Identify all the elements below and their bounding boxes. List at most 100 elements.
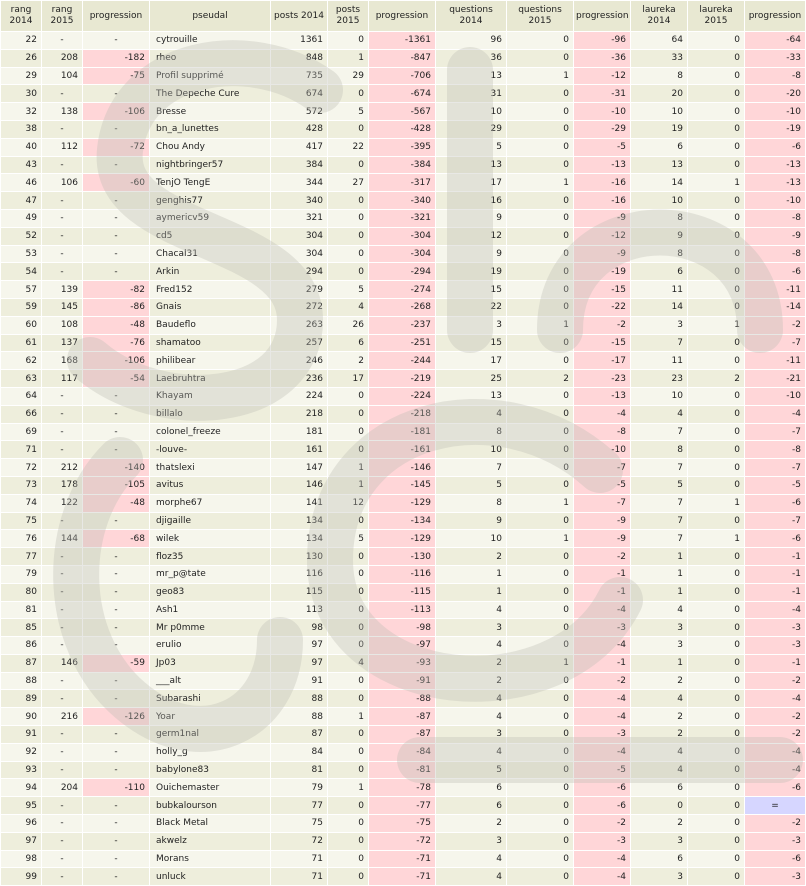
cell-laureka-2015: 0 <box>688 85 744 103</box>
cell-questions-progression: -12 <box>574 67 630 85</box>
cell-rang-progression: - <box>83 120 149 138</box>
cell-laureka-progression: -2 <box>745 672 805 690</box>
cell-questions-2014: 8 <box>436 494 506 512</box>
cell-rang-2015: 216 <box>42 708 82 726</box>
cell-rang-progression: - <box>83 245 149 263</box>
cell-questions-2014: 2 <box>436 672 506 690</box>
cell-pseudal: Black Metal <box>150 815 270 832</box>
cell-posts-2014: 263 <box>271 316 327 334</box>
cell-laureka-2014: 7 <box>631 530 687 548</box>
cell-questions-2015: 0 <box>507 476 573 494</box>
cell-rang-progression: - <box>83 512 149 530</box>
cell-questions-2015: 0 <box>507 423 573 441</box>
cell-questions-2015: 0 <box>507 120 573 138</box>
cell-laureka-2015: 0 <box>688 263 744 281</box>
cell-posts-2014: 161 <box>271 441 327 459</box>
cell-rang-2014: 26 <box>1 49 41 67</box>
cell-posts-2015: 4 <box>328 654 368 672</box>
cell-laureka-2014: 1 <box>631 548 687 565</box>
table-row: 49- - aymericv59 321 0 -321 9 0 -9 8 0 -8 <box>1 209 805 227</box>
cell-posts-progression: -237 <box>369 316 435 334</box>
cell-pseudal: Bresse <box>150 103 270 120</box>
cell-rang-2014: 60 <box>1 316 41 334</box>
cell-rang-2014: 95 <box>1 797 41 815</box>
cell-rang-2015: - <box>42 797 82 815</box>
cell-rang-progression: - <box>83 263 149 281</box>
cell-laureka-2014: 4 <box>631 601 687 619</box>
cell-posts-2015: 0 <box>328 263 368 281</box>
cell-laureka-progression: -2 <box>745 726 805 743</box>
cell-posts-progression: -244 <box>369 352 435 370</box>
cell-rang-2015: 108 <box>42 316 82 334</box>
cell-questions-2015: 0 <box>507 601 573 619</box>
cell-rang-2015: - <box>42 441 82 459</box>
col-questions-2014: questions 2014 <box>436 1 506 31</box>
cell-rang-2015: - <box>42 690 82 708</box>
cell-posts-2015: 0 <box>328 548 368 565</box>
table-row: 88- - ___alt 91 0 -91 2 0 -2 2 0 -2 <box>1 672 805 690</box>
cell-laureka-progression: -8 <box>745 245 805 263</box>
cell-laureka-progression: -14 <box>745 298 805 316</box>
cell-rang-progression: -82 <box>83 281 149 298</box>
cell-questions-progression: -4 <box>574 868 630 886</box>
cell-posts-2014: 304 <box>271 227 327 245</box>
cell-rang-2015: - <box>42 32 82 49</box>
cell-posts-2015: 0 <box>328 726 368 743</box>
cell-laureka-progression: -7 <box>745 423 805 441</box>
cell-laureka-progression: -13 <box>745 156 805 174</box>
cell-laureka-2014: 11 <box>631 281 687 298</box>
cell-rang-progression: -60 <box>83 174 149 192</box>
cell-questions-2015: 0 <box>507 387 573 405</box>
cell-posts-2015: 2 <box>328 352 368 370</box>
cell-pseudal: Fred152 <box>150 281 270 298</box>
cell-questions-2015: 1 <box>507 174 573 192</box>
cell-rang-2015: - <box>42 209 82 227</box>
cell-laureka-2015: 0 <box>688 334 744 352</box>
cell-pseudal: Yoar <box>150 708 270 726</box>
cell-posts-2015: 0 <box>328 619 368 637</box>
cell-posts-progression: -218 <box>369 405 435 423</box>
cell-rang-progression: - <box>83 548 149 565</box>
cell-posts-progression: -113 <box>369 601 435 619</box>
cell-questions-progression: -2 <box>574 548 630 565</box>
cell-laureka-2015: 0 <box>688 209 744 227</box>
cell-rang-2014: 47 <box>1 192 41 209</box>
cell-posts-progression: -88 <box>369 690 435 708</box>
cell-rang-2014: 73 <box>1 476 41 494</box>
table-row: 93- - babylone83 81 0 -81 5 0 -5 4 0 -4 <box>1 761 805 779</box>
cell-laureka-2015: 0 <box>688 708 744 726</box>
cell-posts-progression: -219 <box>369 370 435 387</box>
cell-rang-progression: - <box>83 850 149 868</box>
cell-rang-2014: 90 <box>1 708 41 726</box>
cell-rang-2015: - <box>42 743 82 761</box>
cell-rang-2015: - <box>42 423 82 441</box>
cell-rang-2014: 93 <box>1 761 41 779</box>
cell-questions-progression: -96 <box>574 32 630 49</box>
table-row: 46 106 -60 TenjO TengE 344 27 -317 17 1 -16 14 1 -13 <box>1 174 805 192</box>
cell-questions-2014: 4 <box>436 690 506 708</box>
cell-posts-2015: 0 <box>328 868 368 886</box>
cell-posts-2014: 735 <box>271 67 327 85</box>
cell-posts-2014: 113 <box>271 601 327 619</box>
cell-posts-progression: -72 <box>369 832 435 850</box>
cell-laureka-2014: 0 <box>631 797 687 815</box>
cell-rang-2015: 139 <box>42 281 82 298</box>
cell-questions-progression: -2 <box>574 815 630 832</box>
cell-laureka-2015: 0 <box>688 797 744 815</box>
cell-rang-2014: 38 <box>1 120 41 138</box>
cell-rang-2015: - <box>42 726 82 743</box>
table-row: 63 117 -54 Laebruhtra 236 17 -219 25 2 -23 23 2 -21 <box>1 370 805 387</box>
cell-rang-2014: 94 <box>1 779 41 797</box>
cell-rang-progression: - <box>83 868 149 886</box>
cell-rang-2015: - <box>42 565 82 583</box>
cell-laureka-progression: -7 <box>745 512 805 530</box>
cell-pseudal: djigaille <box>150 512 270 530</box>
cell-rang-2014: 98 <box>1 850 41 868</box>
cell-questions-2014: 22 <box>436 298 506 316</box>
cell-laureka-2014: 14 <box>631 174 687 192</box>
cell-posts-2015: 29 <box>328 67 368 85</box>
cell-questions-2015: 0 <box>507 779 573 797</box>
cell-laureka-progression: -3 <box>745 868 805 886</box>
cell-questions-2014: 29 <box>436 120 506 138</box>
cell-pseudal: floz35 <box>150 548 270 565</box>
